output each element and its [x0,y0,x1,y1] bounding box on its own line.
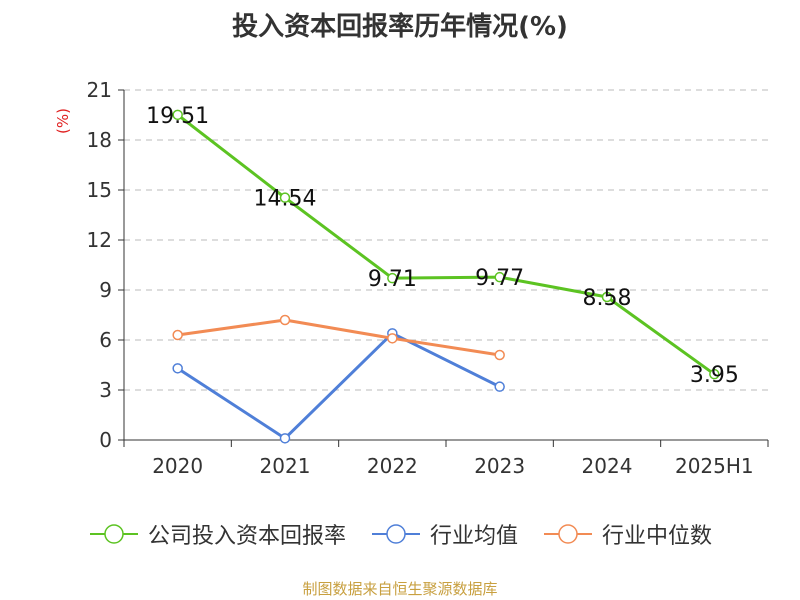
series-line [176,113,716,376]
data-point [279,192,291,203]
data-point [494,381,505,392]
data-point [279,314,291,326]
legend: 公司投入资本回报率 行业均值 行业中位数 [0,518,800,550]
data-point [172,109,183,121]
data-point [172,363,183,374]
data-point [172,329,183,341]
line-chart: 0 3 6 9 12 15 18 21 2020 2021 2022 2023 2024 2025H1 1… [87,78,769,478]
legend-item[interactable]: 行业中位数 [542,518,712,550]
x-tick-label: 2021 [260,454,311,478]
x-tick-label: 2025H1 [675,454,754,478]
data-point [709,368,720,380]
y-tick-label: 21 [87,78,112,102]
y-tick-label: 12 [87,228,112,252]
y-tick-label: 9 [99,278,112,302]
legend-marker-icon [89,524,138,544]
data-label: 14.54 [254,187,317,212]
data-label: 19.51 [146,104,209,129]
x-tick-label: 2023 [474,454,525,478]
y-tick-label: 0 [99,428,112,452]
y-tick-label: 3 [99,378,112,402]
legend-marker-icon [544,524,592,544]
data-point [601,291,613,303]
series-line [177,318,500,357]
legend-item[interactable]: 公司投入资本回报率 [88,518,346,550]
y-tick-label: 6 [99,328,112,352]
data-label: 9.77 [475,266,524,291]
data-point [279,433,291,444]
data-label: 8.58 [583,286,632,311]
grid-lines [124,89,768,391]
legend-circle [104,524,124,544]
legend-circle [386,524,406,544]
legend-label: 行业中位数 [602,524,713,549]
data-point [387,333,398,344]
axes: 0 3 6 9 12 15 18 21 2020 2021 2022 2023 2024 2025H1 [87,78,769,478]
series-line [176,331,501,440]
data-label: 9.71 [368,267,417,292]
source-note: 制图数据来自恒生聚源数据库 [302,580,498,598]
series-lines [172,109,720,444]
data-point [387,272,398,284]
y-tick-label: 18 [87,128,112,152]
legend-label: 公司投入资本回报率 [147,524,346,549]
x-tick-label: 2022 [367,454,418,478]
data-label: 3.95 [690,363,739,388]
legend-circle [558,524,578,544]
chart-title: 投入资本回报率历年情况(%) [232,12,568,42]
legend-label: 行业均值 [429,524,518,549]
data-point [494,349,505,361]
data-labels: 19.51 14.54 9.71 9.77 8.58 3.95 [146,104,739,388]
data-point [494,271,505,283]
y-tick-label: 15 [87,178,112,202]
legend-item[interactable]: 行业均值 [370,518,518,550]
x-tick-label: 2020 [152,454,203,478]
legend-marker-icon [371,524,420,544]
x-tick-label: 2024 [582,454,633,478]
